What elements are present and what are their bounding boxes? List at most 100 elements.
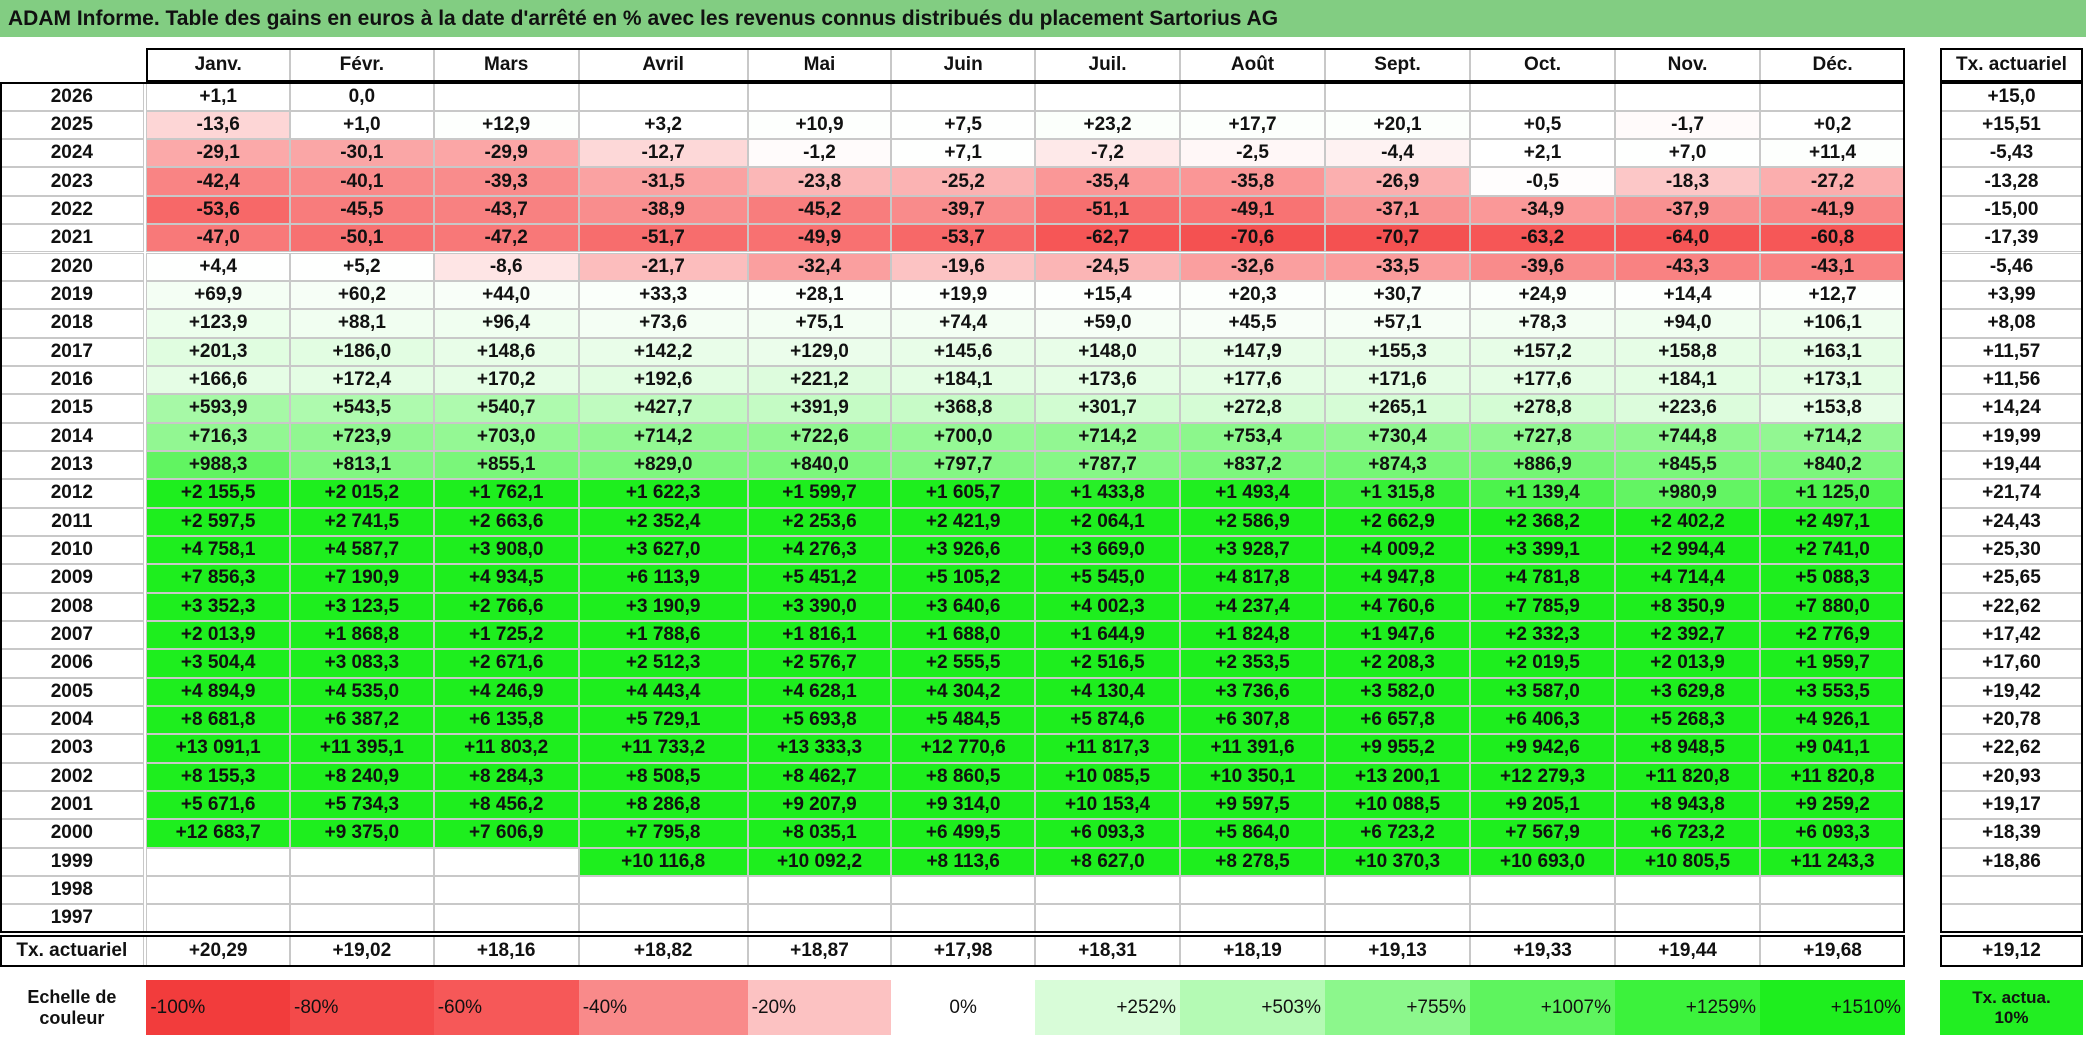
value-cell: -62,7 — [1035, 224, 1181, 253]
value-cell: +7 880,0 — [1760, 592, 1906, 621]
value-cell: -30,1 — [290, 139, 434, 168]
value-cell: 0,0 — [290, 82, 434, 111]
value-cell: +716,3 — [146, 422, 290, 451]
value-cell: -42,4 — [146, 167, 290, 196]
value-cell: +3 352,3 — [146, 592, 290, 621]
value-cell: +4 587,7 — [290, 535, 434, 565]
value-cell: +13 091,1 — [146, 734, 290, 763]
value-cell: +3 627,0 — [578, 535, 748, 565]
rate-cell: +20,78 — [1939, 705, 2084, 735]
footer-cell: +19,68 — [1760, 935, 1906, 968]
value-cell: +184,1 — [891, 365, 1035, 395]
value-cell: +3 928,7 — [1180, 535, 1326, 565]
value-cell: +11 243,3 — [1760, 847, 1906, 876]
value-cell: +8 627,0 — [1035, 847, 1181, 876]
value-cell: +7 190,9 — [290, 564, 434, 593]
value-cell: +11 803,2 — [433, 734, 579, 763]
value-cell: -70,7 — [1325, 224, 1471, 253]
value-cell: +88,1 — [290, 309, 434, 338]
year-cell: 2003 — [0, 734, 144, 763]
value-cell: +1 762,1 — [433, 479, 579, 508]
year-cell: 1998 — [0, 875, 144, 905]
year-cell: 2021 — [0, 224, 144, 253]
value-cell: +4 130,4 — [1035, 677, 1181, 706]
footer-cell: +18,16 — [433, 935, 579, 968]
value-cell: -43,1 — [1760, 252, 1906, 281]
value-cell: +23,2 — [1035, 110, 1181, 140]
value-cell: +8 948,5 — [1615, 734, 1761, 763]
value-cell: +12 279,3 — [1470, 762, 1616, 791]
value-cell — [1325, 82, 1471, 111]
value-cell: -2,5 — [1180, 139, 1326, 168]
legend-step: +755% — [1325, 980, 1471, 1035]
value-cell: +11 395,1 — [290, 734, 434, 763]
value-cell: +1,1 — [146, 82, 290, 111]
value-cell: +2 662,9 — [1325, 507, 1471, 536]
year-cell: 2022 — [0, 195, 144, 225]
value-cell: -19,6 — [891, 252, 1035, 281]
value-cell: +4 276,3 — [747, 535, 892, 565]
value-cell: +9 955,2 — [1325, 734, 1471, 763]
value-cell: +8 456,2 — [433, 790, 579, 820]
value-cell: +221,2 — [747, 365, 892, 395]
value-cell: +4 237,4 — [1180, 592, 1326, 621]
year-cell: 2001 — [0, 790, 144, 820]
value-cell — [891, 82, 1035, 111]
value-cell: -33,5 — [1325, 252, 1471, 281]
year-cell: 2011 — [0, 507, 144, 536]
value-cell: +10,9 — [747, 110, 892, 140]
title-bar: ADAM Informe. Table des gains en euros à… — [0, 0, 2086, 38]
value-cell: +1 868,8 — [290, 620, 434, 650]
value-cell: +8 113,6 — [891, 847, 1035, 876]
value-cell: -35,4 — [1035, 167, 1181, 196]
value-cell: +301,7 — [1035, 394, 1181, 423]
year-cell: 2009 — [0, 564, 144, 593]
value-cell: +2 421,9 — [891, 507, 1035, 536]
value-cell: +10 370,3 — [1325, 847, 1471, 876]
footer-rate: +19,12 — [1939, 935, 2084, 968]
value-cell: -43,7 — [433, 195, 579, 225]
value-cell: +157,2 — [1470, 337, 1616, 366]
value-cell: -18,3 — [1615, 167, 1761, 196]
value-cell: +12,7 — [1760, 280, 1906, 310]
value-cell: +813,1 — [290, 450, 434, 480]
rate-cell: +8,08 — [1939, 309, 2084, 338]
legend-step: -80% — [290, 980, 434, 1035]
value-cell: +9 942,6 — [1470, 734, 1616, 763]
value-cell: +3 669,0 — [1035, 535, 1181, 565]
value-cell: +5 268,3 — [1615, 705, 1761, 735]
value-cell: +1 139,4 — [1470, 479, 1616, 508]
value-cell: +2 663,6 — [433, 507, 579, 536]
value-cell: +5 734,3 — [290, 790, 434, 820]
rate-cell: +19,44 — [1939, 450, 2084, 480]
footer-label: Tx. actuariel — [0, 935, 144, 968]
year-cell: 2015 — [0, 394, 144, 423]
value-cell: +7,0 — [1615, 139, 1761, 168]
value-cell: +2 352,4 — [578, 507, 748, 536]
value-cell: -1,2 — [747, 139, 892, 168]
value-cell: +74,4 — [891, 309, 1035, 338]
value-cell: +3 587,0 — [1470, 677, 1616, 706]
value-cell: +1 824,8 — [1180, 620, 1326, 650]
month-header: Nov. — [1615, 47, 1761, 83]
value-cell: +60,2 — [290, 280, 434, 310]
value-cell: -31,5 — [578, 167, 748, 196]
year-cell: 2025 — [0, 110, 144, 140]
value-cell — [891, 875, 1035, 905]
rate-cell: -15,00 — [1939, 195, 2084, 225]
value-cell: +10 085,5 — [1035, 762, 1181, 791]
year-cell: 2000 — [0, 819, 144, 848]
value-cell: +3 582,0 — [1325, 677, 1471, 706]
value-cell: +59,0 — [1035, 309, 1181, 338]
value-cell: +4 002,3 — [1035, 592, 1181, 621]
value-cell: +6 499,5 — [891, 819, 1035, 848]
month-header: Déc. — [1760, 47, 1906, 83]
legend-step: +503% — [1180, 980, 1326, 1035]
value-cell: -21,7 — [578, 252, 748, 281]
legend-label: Echelle de couleur — [27, 987, 117, 1028]
value-cell: +12,9 — [433, 110, 579, 140]
footer-cell: +19,02 — [290, 935, 434, 968]
value-cell: +153,8 — [1760, 394, 1906, 423]
value-cell — [1615, 82, 1761, 111]
value-cell: +2 368,2 — [1470, 507, 1616, 536]
